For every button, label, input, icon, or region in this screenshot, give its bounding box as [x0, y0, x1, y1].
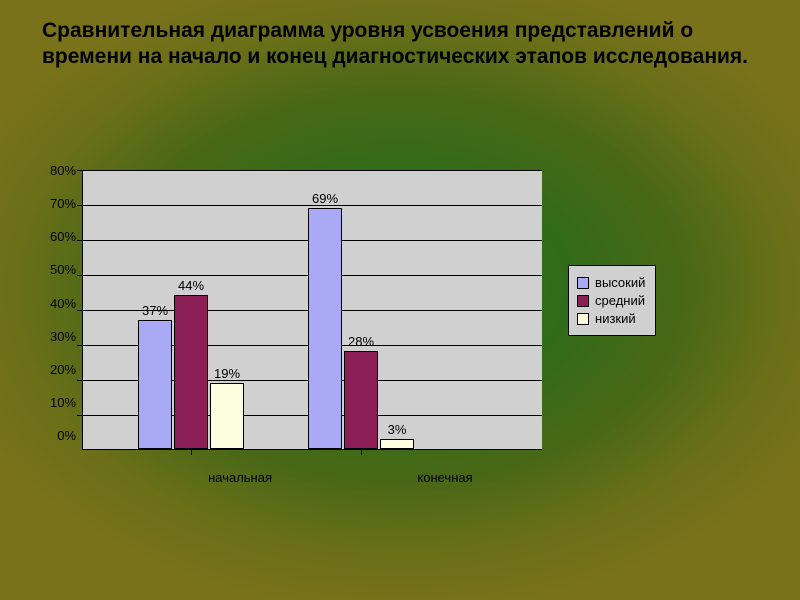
y-tick	[77, 415, 83, 416]
legend-swatch	[577, 313, 589, 325]
bar-group: 69%28%3%	[308, 208, 414, 450]
x-axis-category: конечная	[410, 470, 480, 485]
legend-label: высокий	[595, 275, 645, 290]
y-tick-label: 20%	[50, 362, 76, 377]
y-tick	[77, 380, 83, 381]
y-tick-label: 50%	[50, 262, 76, 277]
x-axis-labels: начальная конечная	[82, 470, 542, 485]
legend-label: низкий	[595, 311, 636, 326]
bar: 19%	[210, 383, 244, 450]
bar: 28%	[344, 351, 378, 449]
bar: 69%	[308, 208, 342, 450]
y-tick-label: 70%	[50, 196, 76, 211]
y-tick	[77, 170, 83, 171]
y-tick-label: 30%	[50, 329, 76, 344]
bar: 44%	[174, 295, 208, 449]
bar-value-label: 28%	[348, 334, 374, 349]
legend-label: средний	[595, 293, 645, 308]
y-tick	[77, 205, 83, 206]
y-tick-label: 0%	[57, 428, 76, 443]
page-title: Сравнительная диаграмма уровня усвоения …	[42, 18, 758, 71]
bar-group: 37%44%19%	[138, 295, 244, 449]
x-tick	[361, 449, 362, 455]
y-tick-label: 10%	[50, 395, 76, 410]
chart-legend: высокий средний низкий	[568, 265, 656, 336]
legend-swatch	[577, 277, 589, 289]
chart-plot-area: 37%44%19%69%28%3%	[82, 170, 542, 450]
bar-value-label: 69%	[312, 191, 338, 206]
y-tick	[77, 275, 83, 276]
y-tick	[77, 345, 83, 346]
bar-value-label: 37%	[142, 303, 168, 318]
y-tick-label: 40%	[50, 296, 76, 311]
bar-value-label: 19%	[214, 366, 240, 381]
y-tick-label: 60%	[50, 229, 76, 244]
gridline	[83, 170, 542, 171]
legend-item: низкий	[577, 311, 645, 326]
legend-item: высокий	[577, 275, 645, 290]
bar-value-label: 44%	[178, 278, 204, 293]
bar: 3%	[380, 439, 414, 450]
x-axis-category: начальная	[205, 470, 275, 485]
bar-value-label: 3%	[388, 422, 407, 437]
y-tick	[77, 240, 83, 241]
y-tick-label: 80%	[50, 163, 76, 178]
legend-item: средний	[577, 293, 645, 308]
chart-container: 80%70%60%50%40%30%20%10%0% 37%44%19%69%2…	[50, 170, 750, 550]
bar: 37%	[138, 320, 172, 450]
legend-swatch	[577, 295, 589, 307]
y-tick	[77, 310, 83, 311]
x-tick	[191, 449, 192, 455]
